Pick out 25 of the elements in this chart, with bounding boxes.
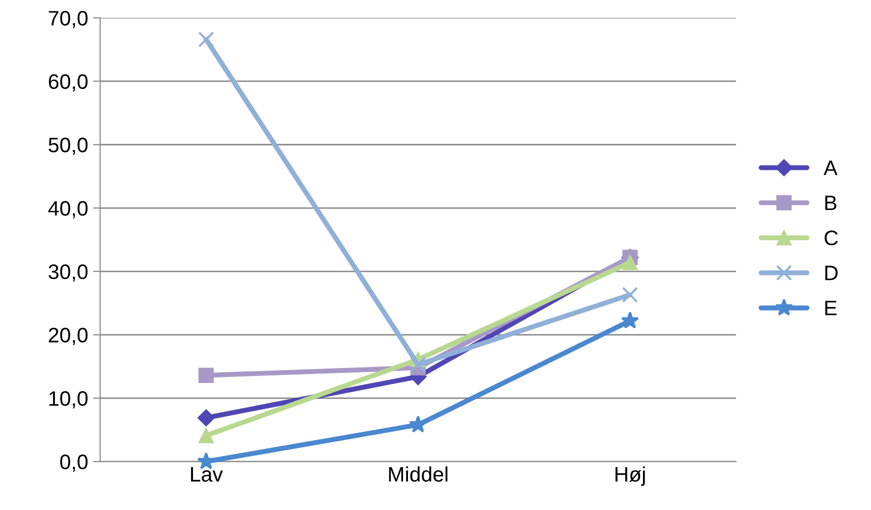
x-tick-label: Høj: [616, 466, 645, 486]
point: [198, 428, 214, 444]
y-tick-label: 50,0: [48, 138, 88, 155]
legend-label: A: [824, 160, 838, 175]
y-tick-label: 30,0: [48, 264, 88, 282]
x-tick-label: Lav: [191, 467, 223, 482]
point: [622, 286, 638, 303]
point: [409, 415, 428, 433]
y-tick-label: 20,0: [48, 328, 88, 345]
point: [622, 254, 638, 270]
legend-label: C: [824, 230, 838, 246]
point: [198, 409, 215, 426]
y-tick-label: 40,0: [48, 201, 88, 218]
point: [621, 311, 639, 329]
y-tick-label: 60,0: [48, 74, 88, 92]
point: [198, 368, 214, 383]
y-tick-label: 0,0: [60, 454, 88, 472]
x-tick-label: Middel: [389, 466, 448, 482]
point: [410, 356, 426, 373]
legend-label: E: [825, 300, 837, 316]
legend-label: D: [825, 266, 838, 280]
point: [198, 31, 214, 48]
legend-label: B: [825, 196, 836, 210]
y-tick-label: 70,0: [48, 10, 88, 28]
y-tick-label: 10,0: [49, 391, 88, 408]
